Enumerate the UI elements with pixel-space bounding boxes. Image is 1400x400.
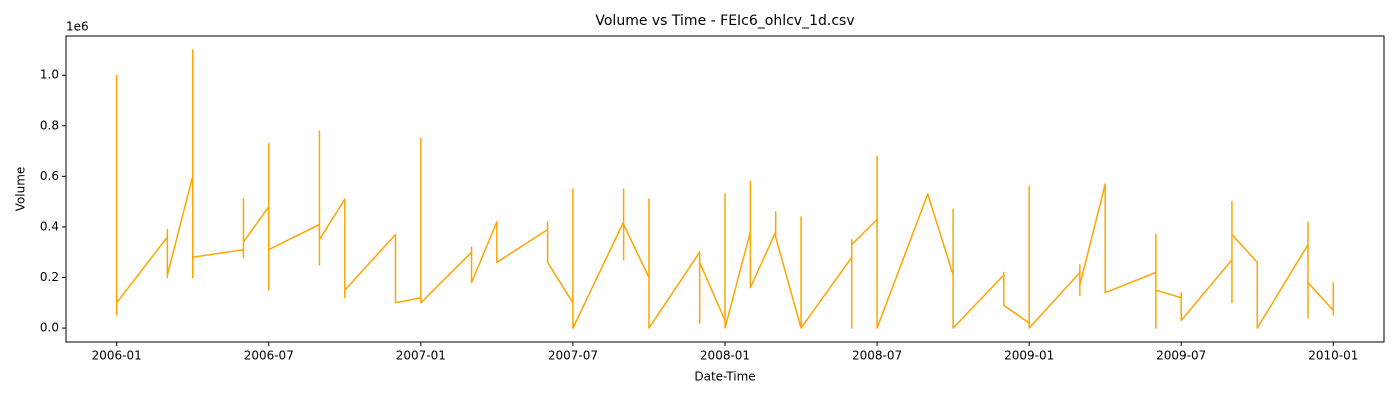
chart-title: Volume vs Time - FEIc6_ohlcv_1d.csv	[595, 13, 854, 29]
y-tick-label: 0.4	[40, 219, 59, 233]
y-tick-label: 1.0	[40, 68, 59, 82]
y-axis-label: Volume	[14, 167, 28, 212]
x-tick-label: 2006-01	[92, 349, 142, 363]
x-tick-label: 2007-07	[548, 349, 598, 363]
y-tick-label: 0.2	[40, 270, 59, 284]
x-axis-label: Date-Time	[694, 370, 755, 384]
y-tick-label: 0.0	[40, 321, 59, 335]
x-tick-label: 2009-01	[1004, 349, 1054, 363]
x-tick-label: 2010-01	[1308, 349, 1358, 363]
line-series	[115, 49, 1335, 329]
x-tick-label: 2007-01	[396, 349, 446, 363]
x-tick-label: 2008-01	[700, 349, 750, 363]
x-tick-label: 2009-07	[1156, 349, 1206, 363]
y-tick-label: 0.6	[40, 169, 59, 183]
y-tick-label: 0.8	[40, 118, 59, 132]
x-tick-label: 2006-07	[244, 349, 294, 363]
x-tick-label: 2008-07	[852, 349, 902, 363]
y-offset-label: 1e6	[66, 20, 89, 34]
